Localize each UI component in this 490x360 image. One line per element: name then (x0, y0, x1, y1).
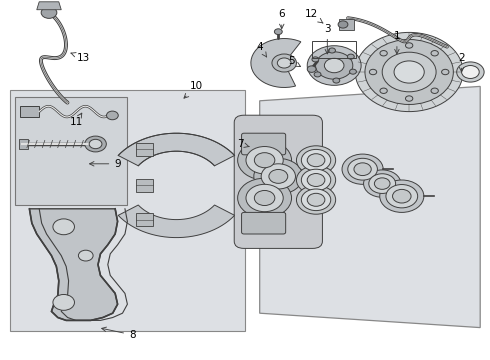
Circle shape (238, 140, 292, 180)
Circle shape (301, 149, 331, 171)
Circle shape (441, 69, 449, 75)
Circle shape (462, 66, 479, 78)
Circle shape (374, 178, 390, 189)
Circle shape (355, 32, 463, 112)
Circle shape (307, 66, 316, 72)
Circle shape (296, 146, 336, 175)
Circle shape (431, 50, 439, 56)
Circle shape (386, 185, 417, 208)
Circle shape (301, 169, 331, 191)
Polygon shape (118, 133, 235, 166)
Circle shape (296, 185, 336, 214)
Bar (20, 106, 39, 117)
Circle shape (347, 54, 354, 59)
Circle shape (106, 111, 118, 120)
Circle shape (329, 48, 336, 53)
Circle shape (274, 29, 282, 35)
Circle shape (349, 69, 356, 74)
Polygon shape (29, 209, 118, 320)
Circle shape (392, 189, 411, 203)
Circle shape (369, 174, 395, 193)
Circle shape (342, 154, 383, 184)
Bar (136, 143, 153, 156)
Circle shape (406, 43, 413, 48)
Circle shape (254, 190, 275, 206)
Circle shape (333, 78, 340, 83)
Circle shape (324, 58, 344, 73)
Circle shape (431, 88, 439, 94)
FancyBboxPatch shape (242, 212, 286, 234)
Text: 12: 12 (304, 9, 323, 23)
Circle shape (307, 174, 325, 186)
Circle shape (269, 170, 288, 183)
Polygon shape (37, 2, 61, 10)
Circle shape (380, 88, 387, 94)
Circle shape (238, 178, 292, 218)
Text: 13: 13 (71, 53, 90, 63)
Bar (15, 97, 127, 205)
Circle shape (406, 96, 413, 101)
Bar (339, 19, 354, 30)
Circle shape (364, 170, 401, 197)
Text: 7: 7 (237, 139, 249, 149)
Circle shape (296, 166, 336, 194)
Text: 4: 4 (256, 42, 267, 57)
Circle shape (78, 250, 93, 261)
Circle shape (246, 147, 283, 174)
Wedge shape (251, 39, 301, 87)
FancyBboxPatch shape (242, 133, 286, 155)
Circle shape (365, 40, 453, 104)
Circle shape (457, 62, 484, 82)
Circle shape (312, 57, 319, 62)
Polygon shape (118, 205, 235, 238)
Bar (10, 90, 245, 331)
Circle shape (380, 50, 387, 56)
Text: 1: 1 (393, 31, 400, 54)
Text: 10: 10 (184, 81, 202, 98)
Circle shape (53, 219, 74, 235)
Text: 2: 2 (458, 53, 465, 72)
Circle shape (338, 21, 348, 28)
Polygon shape (260, 86, 480, 328)
Text: 3: 3 (324, 24, 331, 54)
Circle shape (53, 294, 74, 310)
Text: 8: 8 (102, 327, 136, 340)
Circle shape (85, 136, 106, 152)
Bar (19, 139, 28, 149)
Bar (136, 179, 153, 192)
Bar (312, 41, 356, 58)
Circle shape (41, 7, 57, 18)
Circle shape (254, 153, 275, 168)
Circle shape (314, 72, 321, 77)
Circle shape (354, 163, 371, 176)
Text: 9: 9 (90, 159, 121, 169)
Circle shape (246, 184, 283, 212)
Circle shape (380, 180, 424, 212)
Circle shape (301, 189, 331, 211)
Bar (136, 213, 153, 226)
Circle shape (277, 58, 291, 68)
Circle shape (316, 52, 353, 79)
Circle shape (307, 193, 325, 206)
Text: 5: 5 (288, 56, 300, 67)
Circle shape (261, 164, 295, 189)
Circle shape (382, 52, 436, 92)
Circle shape (272, 54, 296, 72)
Circle shape (394, 61, 424, 83)
Circle shape (307, 154, 325, 167)
Text: 6: 6 (278, 9, 285, 28)
Circle shape (369, 69, 377, 75)
Circle shape (89, 139, 102, 149)
Circle shape (307, 46, 361, 85)
Circle shape (254, 158, 303, 194)
Text: 11: 11 (69, 113, 83, 127)
Circle shape (348, 158, 377, 180)
FancyBboxPatch shape (234, 115, 322, 248)
